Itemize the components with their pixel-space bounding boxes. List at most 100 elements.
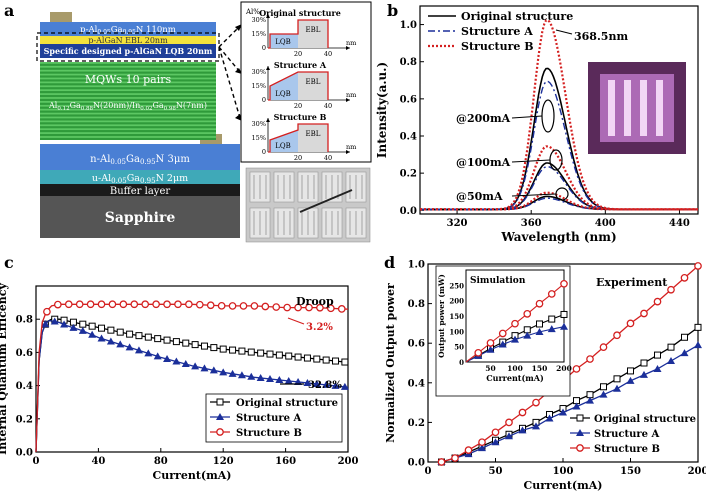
inset-marker-1 <box>498 340 507 348</box>
profile-xunit: nm <box>346 39 356 47</box>
y-tick-label: 0.2 <box>16 414 33 425</box>
x-axis-label: Current(mA) <box>523 479 602 492</box>
iqe-marker-2 <box>337 305 346 313</box>
iqe-marker-0 <box>257 349 265 357</box>
power-marker-0 <box>613 375 621 383</box>
power-marker-2 <box>613 331 621 340</box>
iqe-marker-1 <box>200 364 209 372</box>
iqe-marker-0 <box>275 351 283 359</box>
iqe-marker-1 <box>144 349 153 357</box>
layer-sapphire <box>40 196 240 238</box>
emission-finger <box>640 80 647 136</box>
profile-1: Structure A 30% 15% 0 20 40 nm LQB EBL <box>252 60 357 110</box>
y-axis-label: Internal Quantum Efficency <box>0 283 9 455</box>
profile-y-arrow <box>266 66 270 70</box>
profile-ytick: 15% <box>252 82 266 90</box>
spectrum-1-2 <box>420 197 698 211</box>
x-axis-label: Wavelength (nm) <box>500 230 616 244</box>
y-tick-label: 0.4 <box>400 132 417 143</box>
mqw-stripe <box>40 81 216 84</box>
inset-marker-2 <box>511 319 519 328</box>
iqe-marker-2 <box>272 303 281 311</box>
power-marker-1 <box>491 438 500 446</box>
mqw-stripe <box>40 65 216 68</box>
iqe-marker-2 <box>185 300 193 309</box>
iqe-marker-0 <box>107 326 115 334</box>
iqe-marker-1 <box>209 366 218 374</box>
iqe-marker-2 <box>152 300 160 309</box>
profile-ytick: 30% <box>252 68 266 76</box>
current-annotation-2: @50mA <box>456 190 503 203</box>
inset-marker-1 <box>511 335 519 343</box>
iqe-marker-1 <box>50 317 59 325</box>
al-profile-line <box>268 71 329 101</box>
current-annotation-0: @200mA <box>456 112 511 125</box>
inset-marker-1 <box>486 345 495 353</box>
legend-marker-0 <box>216 398 224 406</box>
iqe-marker-2 <box>119 300 128 309</box>
y-axis-label: Normalized Output power <box>384 283 397 443</box>
iqe-marker-2 <box>108 300 117 309</box>
profile-ytick: 15% <box>252 134 266 142</box>
profile-y-arrow <box>266 14 270 18</box>
ebl-region <box>298 124 328 152</box>
power-marker-2 <box>680 274 689 282</box>
layer-buffer <box>40 184 240 196</box>
lqb-region <box>270 34 298 48</box>
mqw-stripe <box>40 108 216 111</box>
x-axis-label: Current(mA) <box>152 469 231 482</box>
al-profile-line <box>268 19 329 49</box>
profile-xunit: nm <box>346 91 356 99</box>
iqe-marker-2 <box>53 300 62 309</box>
mqw-stripe <box>40 124 216 127</box>
lqb-region <box>270 72 298 100</box>
y-tick-label: 0.0 <box>400 206 417 217</box>
legend-marker-2 <box>576 444 584 452</box>
mqw-stripe <box>40 97 216 99</box>
layer-mqw-label: MQWs 10 pairs <box>85 73 172 86</box>
inset-marker-2 <box>498 329 507 338</box>
legend-label-0: Original structure <box>594 414 696 425</box>
y-tick-label: 0.8 <box>408 299 425 310</box>
inset-marker-2 <box>523 310 532 318</box>
power-marker-1 <box>518 426 527 434</box>
profile-x-arrow <box>346 150 350 154</box>
iqe-marker-1 <box>247 372 256 380</box>
iqe-marker-0 <box>135 332 143 340</box>
iqe-marker-0 <box>116 328 124 336</box>
iqe-marker-1 <box>106 337 115 345</box>
y-tick-label: 0.6 <box>408 339 425 350</box>
inset-marker-0 <box>548 315 556 323</box>
mqw-stripe <box>40 93 216 95</box>
power-marker-1 <box>478 444 486 452</box>
iqe-marker-0 <box>200 342 208 350</box>
x-tick-label: 40 <box>91 456 105 467</box>
inset-marker-1 <box>523 331 532 339</box>
power-marker-1 <box>626 376 635 384</box>
power-marker-1 <box>653 364 662 372</box>
iqe-marker-0 <box>229 346 237 354</box>
inset-y-tick: 200 <box>449 297 464 306</box>
iqe-marker-1 <box>219 368 228 376</box>
profile-xtick: 40 <box>324 50 332 58</box>
legend-label-0: Original structure <box>461 10 573 23</box>
legend-label-1: Structure A <box>461 25 533 38</box>
iqe-marker-2 <box>261 302 270 311</box>
y-tick-label: 0.0 <box>16 448 33 459</box>
iqe-marker-2 <box>174 300 182 309</box>
y-tick-label: 0.4 <box>16 381 33 392</box>
iqe-marker-1 <box>181 360 190 368</box>
layer-n-algan-label: n-Al0.05Ga0.95N 3μm <box>90 154 190 166</box>
power-marker-2 <box>518 408 527 417</box>
power-marker-0 <box>667 343 675 351</box>
iqe-marker-1 <box>237 371 246 379</box>
power-marker-1 <box>559 408 567 416</box>
iqe-marker-0 <box>247 348 255 356</box>
iqe-marker-0 <box>98 324 106 332</box>
power-marker-0 <box>681 333 688 341</box>
probe-needle <box>299 189 353 213</box>
iqe-marker-0 <box>341 358 349 366</box>
mqw-stripe <box>40 69 216 72</box>
iqe-marker-0 <box>210 344 218 352</box>
